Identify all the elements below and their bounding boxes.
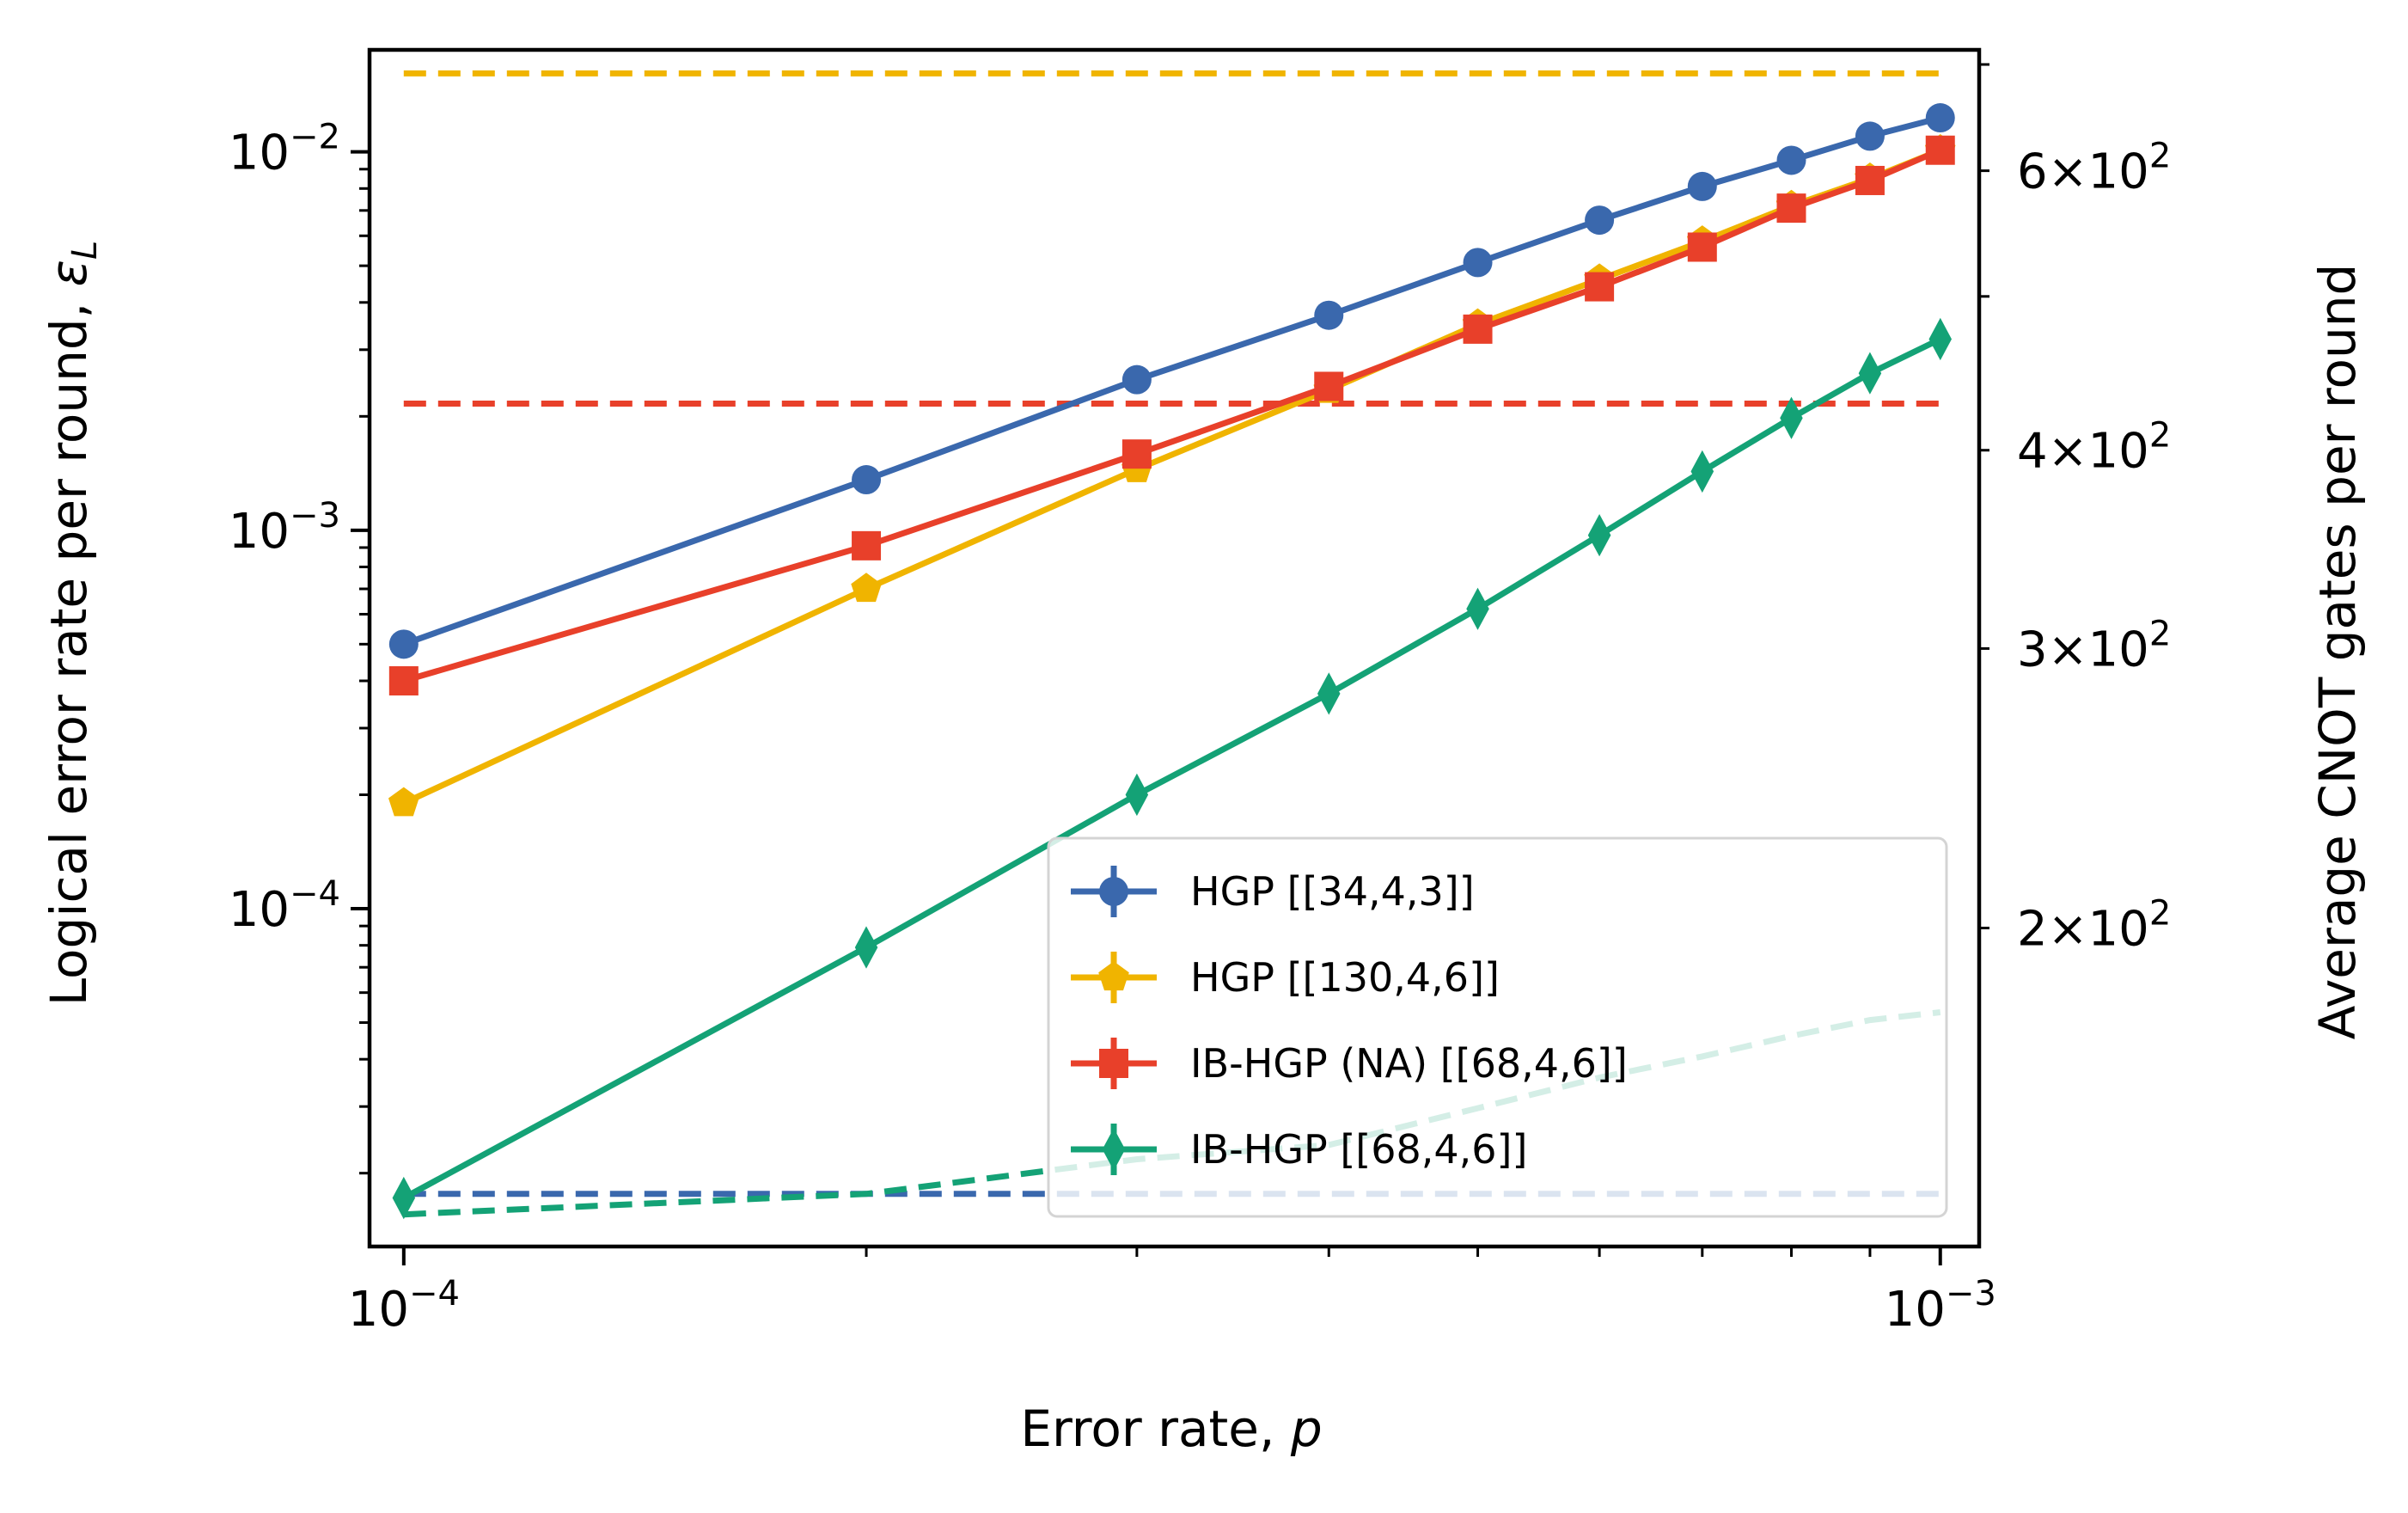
data-point [388, 787, 419, 817]
data-point [1585, 205, 1615, 236]
legend: HGP [[34,4,3]] HGP [[130,4,6]] IB-HGP (NA)… [1047, 836, 1948, 1218]
series-line [402, 114, 1941, 647]
x-tick-label: 10−4 [348, 1274, 460, 1338]
y-right-tick-label: 3×102 [2017, 614, 2171, 677]
plot-area [388, 70, 1956, 1220]
legend-label: HGP [[130,4,6]] [1190, 954, 1500, 1001]
legend-marker [1098, 961, 1129, 991]
data-point [1317, 672, 1341, 715]
data-point [1121, 439, 1152, 469]
legend-label: HGP [[34,4,3]] [1190, 868, 1475, 915]
data-point [1925, 103, 1955, 133]
data-point [388, 629, 419, 659]
data-point [1776, 145, 1806, 175]
x-tick-label: 10−3 [1885, 1274, 1996, 1338]
legend-label: IB-HGP (NA) [[68,4,6]] [1190, 1040, 1628, 1087]
y-right-tick-label: 4×102 [2017, 416, 2171, 480]
legend-label: IB-HGP [[68,4,6]] [1190, 1126, 1527, 1173]
axes: 10−4 10−3 10−4 10−3 10−2 2×102 3×102 4×102 6×102 [229, 47, 2171, 1338]
series-line [402, 336, 1942, 1201]
legend-marker [1102, 1128, 1126, 1171]
y-axis-label: Logical error rate per round, εL [40, 241, 105, 1007]
data-point [1928, 317, 1952, 361]
legend-marker [1099, 1049, 1128, 1078]
data-point [1463, 248, 1493, 278]
data-point [1587, 514, 1611, 557]
data-point [388, 665, 419, 695]
data-point [1314, 371, 1344, 401]
y-tick-label: 10−3 [229, 496, 340, 560]
y-tick-label: 10−4 [229, 874, 340, 938]
data-point [1314, 300, 1344, 330]
y-right-tick-label: 2×102 [2017, 894, 2171, 958]
data-point [1776, 193, 1806, 224]
data-point [1925, 135, 1955, 165]
x-axis-label: Error rate, p [1020, 1400, 1322, 1458]
legend-marker [1099, 877, 1128, 906]
data-point [1121, 364, 1152, 395]
data-point [851, 573, 882, 603]
data-point [1687, 232, 1717, 262]
data-point [852, 465, 882, 495]
y-tick-label: 10−2 [229, 118, 340, 181]
data-point [1858, 352, 1882, 395]
data-point [1585, 272, 1615, 302]
data-point [1463, 314, 1493, 344]
y-axis-right-label: Average CNOT gates per round [2308, 264, 2367, 1040]
data-point [1687, 171, 1717, 201]
data-point [1855, 121, 1885, 151]
data-point [854, 926, 878, 969]
data-point [1690, 450, 1714, 493]
data-point [392, 1176, 416, 1220]
data-point [1780, 396, 1803, 439]
legend-box [1047, 836, 1948, 1218]
y-right-tick-label: 6×102 [2017, 137, 2171, 200]
data-point [852, 530, 882, 560]
data-point [1125, 773, 1149, 817]
series-line [402, 147, 1942, 684]
data-point [1466, 587, 1489, 630]
data-point [1855, 165, 1885, 195]
